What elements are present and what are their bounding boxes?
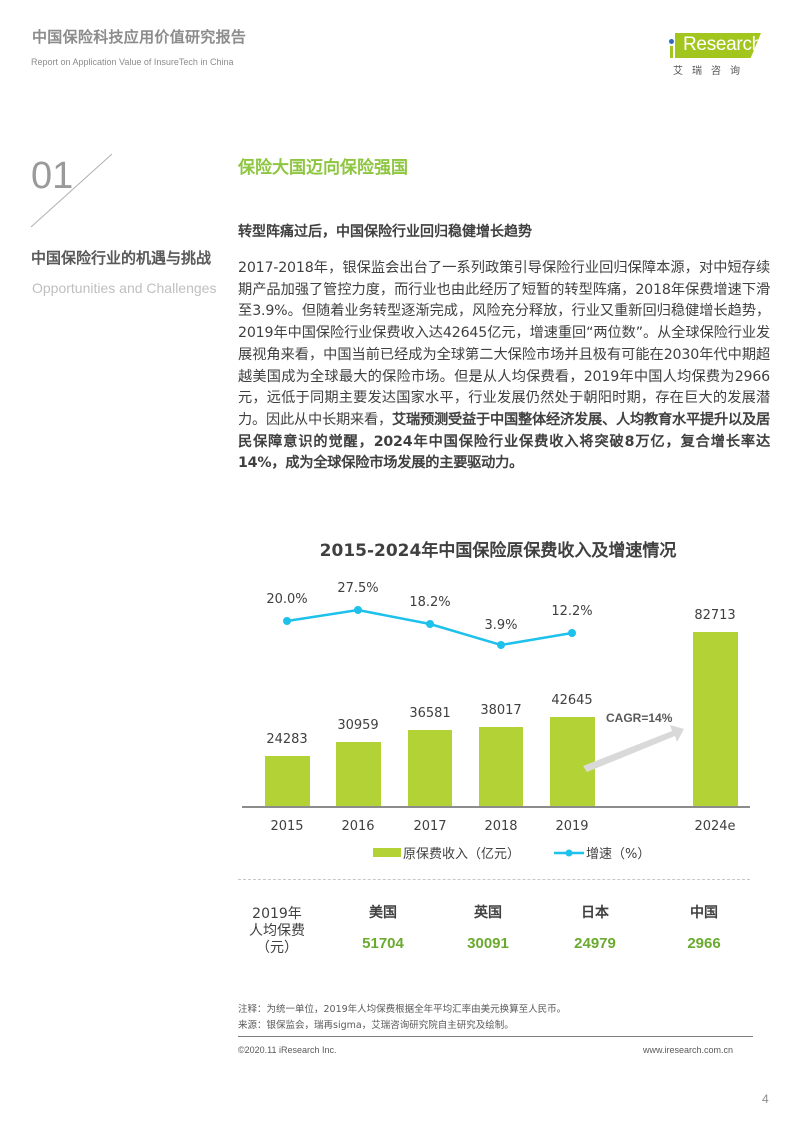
growth-value-label: 18.2% <box>409 595 451 610</box>
x-axis-label: 2024e <box>694 819 736 834</box>
x-axis-label: 2017 <box>413 819 447 834</box>
growth-value-label: 3.9% <box>484 618 518 633</box>
body-paragraph: 2017-2018年，银保监会出台了一系列政策引导保险行业回归保障本源，对中短存… <box>238 258 770 475</box>
x-axis-label: 2018 <box>484 819 518 834</box>
legend-bar-label: 原保费收入（亿元） <box>403 847 521 862</box>
cagr-annotation: CAGR=14% <box>606 711 673 725</box>
row-label-line: 人均保费 <box>249 923 305 939</box>
row-label-line: 2019年 <box>252 906 302 922</box>
logo-i-glyph <box>666 39 674 58</box>
legend-bar-swatch <box>373 848 401 857</box>
copyright: ©2020.11 iResearch Inc. <box>238 1045 337 1055</box>
bar-2024e <box>693 632 738 807</box>
bar-value-label: 42645 <box>551 693 593 708</box>
country-usa: 美国 <box>369 905 397 921</box>
bar-2016 <box>336 742 381 807</box>
chart-title: 2015-2024年中国保险原保费收入及增速情况 <box>319 541 677 561</box>
value-china: 2966 <box>687 935 721 952</box>
x-axis-label: 2015 <box>270 819 304 834</box>
growth-value-label: 20.0% <box>266 592 308 607</box>
country-japan: 日本 <box>581 905 609 921</box>
x-axis-label: 2016 <box>341 819 375 834</box>
iresearch-logo: Research 艾瑞咨询 <box>665 33 765 79</box>
paragraph-normal-text: 2017-2018年，银保监会出台了一系列政策引导保险行业回归保障本源，对中短存… <box>238 260 770 428</box>
note-text: 注释：为统一单位，2019年人均保费根据全年平均汇率由美元换算至人民币。 <box>238 1004 567 1015</box>
logo-green-banner: Research <box>675 33 761 58</box>
bar-value-label: 82713 <box>694 608 736 623</box>
bar-value-label: 30959 <box>337 718 379 733</box>
country-china: 中国 <box>690 905 718 921</box>
website-link[interactable]: www.iresearch.com.cn <box>643 1045 734 1055</box>
legend-line-label: 增速（%） <box>586 847 651 862</box>
value-usa: 51704 <box>362 935 404 952</box>
report-subtitle: Report on Application Value of InsureTec… <box>31 57 234 67</box>
sub-heading: 转型阵痛过后，中国保险行业回归稳健增长趋势 <box>238 224 532 240</box>
bar-2015 <box>265 756 310 807</box>
section-slash-divider <box>30 153 113 228</box>
table-row-label: 2019年 人均保费 （元） <box>244 906 310 957</box>
x-axis-line <box>242 806 750 808</box>
chart-legend: 原保费收入（亿元） 增速（%） <box>373 843 650 862</box>
section-number: 01 <box>31 155 74 197</box>
bar-value-label: 24283 <box>266 732 308 747</box>
paragraph-bold-text: 艾瑞预测受益于中国整体经济发展、人均教育水平提升以及居民保障意识的觉醒，2024… <box>238 411 770 472</box>
bar-2018 <box>479 727 523 807</box>
growth-value-label: 27.5% <box>337 581 379 596</box>
main-heading: 保险大国迈向保险强国 <box>238 158 408 178</box>
footer-divider <box>238 1036 753 1037</box>
section-title-cn: 中国保险行业的机遇与挑战 <box>31 249 212 267</box>
value-japan: 24979 <box>574 935 616 952</box>
table-divider <box>238 879 750 880</box>
bar-value-label: 38017 <box>480 703 522 718</box>
x-axis-label: 2019 <box>555 819 589 834</box>
bar-value-label: 36581 <box>409 706 451 721</box>
bar-2019 <box>550 717 595 807</box>
page-number: 4 <box>762 1092 769 1106</box>
logo-brand-text: Research <box>683 34 762 55</box>
section-title-en: Opportunities and Challenges <box>32 280 217 296</box>
footnotes: 注释：为统一单位，2019年人均保费根据全年平均汇率由美元换算至人民币。 来源：… <box>238 1002 566 1034</box>
logo-cn-text: 艾瑞咨询 <box>673 66 749 77</box>
source-text: 来源：银保监会，瑞再sigma，艾瑞咨询研究院自主研究及绘制。 <box>238 1020 514 1031</box>
growth-value-label: 12.2% <box>551 604 593 619</box>
report-title: 中国保险科技应用价值研究报告 <box>32 28 247 46</box>
country-uk: 英国 <box>474 905 502 921</box>
logo-dot-icon <box>669 39 674 44</box>
legend-line-swatch-icon <box>554 847 585 859</box>
bar-2017 <box>408 730 452 807</box>
row-label-line: （元） <box>256 940 298 956</box>
value-uk: 30091 <box>467 935 509 952</box>
